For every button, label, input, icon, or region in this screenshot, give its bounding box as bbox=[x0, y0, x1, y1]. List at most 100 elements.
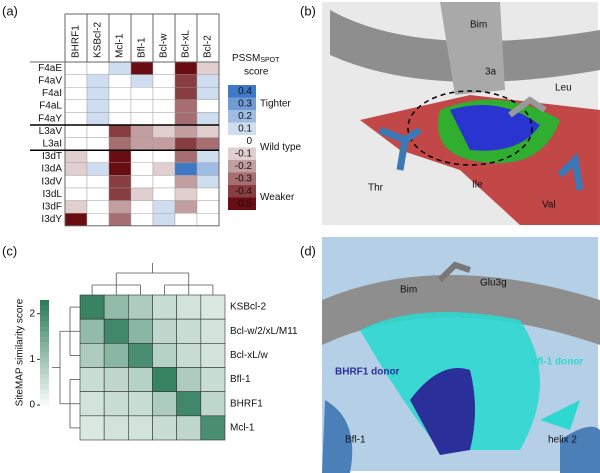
heatmap-cell bbox=[79, 318, 105, 344]
heatmap-cell bbox=[128, 294, 153, 320]
heatmap-cell bbox=[86, 99, 110, 113]
heatmap-cell bbox=[64, 74, 88, 88]
heatmap-cell bbox=[64, 200, 88, 214]
heatmap-cell bbox=[128, 415, 153, 441]
heatmap-cell bbox=[196, 61, 220, 75]
heatmap-cell bbox=[152, 212, 176, 226]
heatmap-cell bbox=[108, 212, 132, 226]
column-label: BHRF1 bbox=[71, 25, 82, 58]
label: Bfl-1 donor bbox=[530, 357, 583, 368]
heatmap-cell bbox=[108, 61, 132, 75]
heatmap-cell bbox=[152, 162, 176, 176]
heatmap-cell bbox=[196, 74, 220, 88]
legend-tick-label: 0.1 bbox=[238, 123, 252, 134]
heatmap-cell bbox=[176, 367, 202, 392]
colorbar bbox=[40, 394, 49, 401]
heatmap-cell bbox=[200, 318, 226, 344]
heatmap-cell bbox=[130, 124, 154, 138]
heatmap-cell bbox=[130, 200, 154, 214]
colorbar bbox=[40, 321, 49, 327]
legend-swatch bbox=[228, 147, 256, 160]
legend-tick-label: -0.5 bbox=[235, 198, 253, 209]
row-label: KSBcl-2 bbox=[230, 302, 267, 313]
legend-title: score bbox=[244, 67, 269, 78]
legend-swatch bbox=[228, 85, 256, 98]
heatmap-cell bbox=[174, 61, 198, 75]
heatmap-cell bbox=[64, 112, 88, 126]
heatmap-cell bbox=[152, 294, 177, 320]
heatmap-cell bbox=[152, 137, 176, 151]
row-label: F4aL bbox=[39, 101, 62, 112]
colorbar bbox=[40, 310, 49, 317]
heatmap-cell bbox=[196, 212, 220, 226]
heatmap-cell bbox=[130, 61, 154, 75]
heatmap-cell bbox=[86, 74, 110, 88]
row-label: F4aY bbox=[38, 113, 62, 124]
heatmap-cell bbox=[130, 112, 154, 126]
heatmap-cell bbox=[152, 318, 177, 344]
heatmap-cell bbox=[174, 137, 198, 151]
column-label: Mcl-1 bbox=[115, 33, 126, 58]
heatmap-cell bbox=[64, 86, 88, 100]
heatmap-cell bbox=[152, 175, 176, 189]
legend-swatch bbox=[228, 160, 256, 173]
heatmap-cell bbox=[130, 187, 154, 201]
colorbar-tick-label: 1 bbox=[29, 354, 35, 365]
heatmap-cell bbox=[64, 61, 88, 75]
colorbar bbox=[40, 373, 49, 380]
heatmap-cell bbox=[196, 112, 220, 126]
legend-tick-label: 0 bbox=[246, 136, 252, 147]
heatmap-cell bbox=[200, 343, 226, 368]
legend-tick-label: -0.1 bbox=[235, 148, 253, 159]
heatmap-cell bbox=[86, 149, 110, 163]
heatmap-cell bbox=[86, 212, 110, 226]
heatmap-cell bbox=[79, 343, 105, 368]
colorbar bbox=[40, 357, 49, 364]
row-label: BHRF1 bbox=[230, 398, 263, 409]
row-label: I3dY bbox=[41, 214, 62, 225]
legend-title: PSSMSPOT bbox=[232, 53, 280, 64]
colorbar bbox=[40, 300, 49, 306]
colorbar bbox=[40, 368, 49, 374]
heatmap-cell bbox=[103, 415, 129, 441]
row-label: I3dF bbox=[42, 202, 62, 213]
legend-swatch bbox=[228, 197, 256, 210]
colorbar bbox=[40, 378, 49, 385]
heatmap-cell bbox=[152, 99, 176, 113]
heatmap-cell bbox=[86, 61, 110, 75]
legend-tick-label: -0.4 bbox=[235, 186, 253, 197]
label: Glu3g bbox=[480, 278, 507, 289]
heatmap-cell bbox=[196, 149, 220, 163]
heatmap-cell bbox=[174, 99, 198, 113]
panel-label: (d) bbox=[300, 243, 316, 258]
row-label: L3aV bbox=[39, 126, 63, 137]
heatmap-cell bbox=[130, 175, 154, 189]
heatmap-cell bbox=[174, 149, 198, 163]
heatmap-cell bbox=[174, 162, 198, 176]
label: Bfl-1 bbox=[345, 435, 366, 446]
label: Bim bbox=[470, 20, 487, 31]
heatmap-cell bbox=[108, 86, 132, 100]
row-label: F4aI bbox=[42, 88, 62, 99]
panel-label: (b) bbox=[300, 3, 316, 18]
heatmap-cell bbox=[128, 367, 153, 392]
heatmap-cell bbox=[86, 200, 110, 214]
heatmap-cell bbox=[152, 124, 176, 138]
heatmap-cell bbox=[176, 415, 202, 441]
label: Bim bbox=[400, 285, 417, 296]
heatmap-cell bbox=[64, 187, 88, 201]
structure-b bbox=[322, 2, 600, 225]
heatmap-cell bbox=[196, 200, 220, 214]
heatmap-cell bbox=[152, 86, 176, 100]
heatmap-cell bbox=[176, 343, 202, 368]
column-label: Bfl-1 bbox=[137, 37, 148, 58]
heatmap-cell bbox=[108, 112, 132, 126]
heatmap-cell bbox=[108, 175, 132, 189]
column-label: Bcl-w bbox=[159, 33, 170, 58]
structure-d bbox=[322, 237, 600, 473]
heatmap-cell bbox=[103, 391, 129, 417]
heatmap-cell bbox=[176, 318, 202, 344]
colorbar-label: SiteMAP similarity score bbox=[15, 298, 26, 406]
heatmap-cell bbox=[152, 112, 176, 126]
heatmap-cell bbox=[196, 137, 220, 151]
